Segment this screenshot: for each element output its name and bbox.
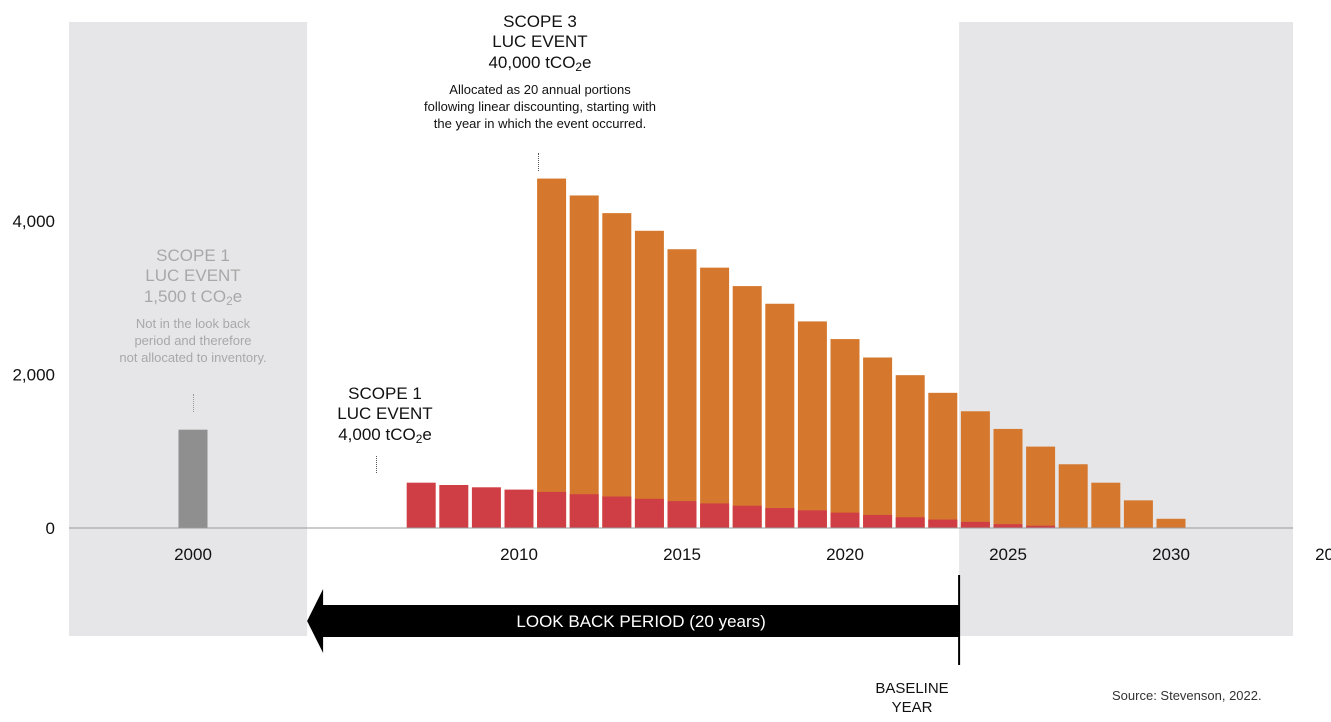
bars (178, 178, 1186, 528)
bar-scope3-2017 (732, 286, 762, 528)
bar-scope1-2009 (471, 487, 501, 528)
bar-scope1-2018 (765, 508, 795, 528)
bar-scope1-2007 (406, 482, 436, 528)
x-tick-label: 2010 (500, 545, 538, 564)
bar-scope1-2020 (830, 512, 860, 528)
bar-scope1-2016 (700, 503, 730, 528)
scope1-leader-line (376, 456, 377, 473)
bar-scope1-2025 (993, 524, 1023, 528)
bar-scope3-2022 (895, 375, 925, 528)
bar-scope1-2010 (504, 489, 534, 528)
shaded-period-1 (69, 22, 308, 636)
bar-scope1-old-2000 (178, 429, 208, 528)
scope3-subtitle: LUC EVENT (492, 32, 588, 52)
bar-scope1-2021 (863, 514, 893, 528)
x-tick-label: 2035 (1315, 545, 1331, 564)
x-tick-label: 2000 (174, 545, 212, 564)
bar-scope1-2008 (439, 484, 469, 528)
bar-scope3-2024 (960, 411, 990, 528)
bar-scope3-2029 (1123, 500, 1153, 528)
bar-scope1-2014 (634, 498, 664, 528)
bar-scope1-2026 (1026, 525, 1056, 528)
bar-scope3-2011 (537, 178, 567, 528)
scope1-annotation: SCOPE 1 LUC EVENT 4,000 tCO2e (315, 384, 455, 446)
scope1-old-subtitle: LUC EVENT (145, 266, 241, 286)
bar-scope1-2011 (537, 491, 567, 528)
x-tick-label: 2025 (989, 545, 1027, 564)
scope1-old-leader-line (193, 394, 194, 412)
shaded-period-2 (959, 22, 1293, 636)
scope1-old-note: Not in the look back period and therefore… (119, 316, 267, 365)
scope1-subtitle: LUC EVENT (337, 404, 433, 424)
bar-scope3-2015 (667, 249, 697, 528)
baseline-year-label: BASELINE YEAR (875, 680, 949, 716)
bar-scope3-2028 (1091, 482, 1121, 528)
lookback-label: LOOK BACK PERIOD (20 years) (516, 612, 765, 631)
x-tick-label: 2015 (663, 545, 701, 564)
bar-scope3-2019 (797, 321, 827, 528)
scope1-old-annotation: SCOPE 1 LUC EVENT 1,500 t CO2e Not in th… (103, 246, 283, 367)
source-note: Source: Stevenson, 2022. (1112, 688, 1262, 703)
bar-scope3-2014 (634, 230, 664, 528)
bar-scope1-2012 (569, 494, 599, 528)
scope3-note: Allocated as 20 annual portions following… (424, 82, 656, 131)
bar-scope3-2012 (569, 195, 599, 528)
scope1-amount: 4,000 tCO2e (338, 424, 432, 446)
bar-scope3-2016 (700, 267, 730, 528)
lookback-arrow: LOOK BACK PERIOD (20 years) (307, 575, 961, 665)
bar-scope1-2013 (602, 496, 632, 528)
shaded-periods (69, 22, 1293, 636)
bar-scope3-2020 (830, 339, 860, 528)
bar-scope1-2015 (667, 501, 697, 528)
bar-scope3-2026 (1026, 446, 1056, 528)
axes: 0 2,000 4,000 2000 2010 2015 2020 2025 2030 2035 (12, 212, 1331, 564)
scope3-amount: 40,000 tCO2e (488, 52, 592, 74)
bar-scope1-2024 (960, 521, 990, 528)
bar-scope3-2030 (1156, 518, 1186, 528)
bar-scope1-2022 (895, 517, 925, 528)
x-tick-label: 2030 (1152, 545, 1190, 564)
bar-scope3-2013 (602, 213, 632, 528)
scope1-title: SCOPE 1 (348, 384, 422, 403)
bar-scope3-2018 (765, 303, 795, 528)
bar-scope1-2023 (928, 519, 958, 528)
bar-scope3-2021 (863, 357, 893, 528)
bar-scope3-2025 (993, 428, 1023, 528)
scope3-title: SCOPE 3 (503, 12, 577, 31)
bar-scope3-2023 (928, 392, 958, 528)
scope1-old-title: SCOPE 1 (156, 246, 230, 265)
scope1-old-amount: 1,500 t CO2e (143, 286, 243, 308)
bar-scope3-2027 (1058, 464, 1088, 528)
bar-scope1-2017 (732, 505, 762, 528)
bar-scope1-2019 (797, 510, 827, 528)
scope3-annotation: SCOPE 3 LUC EVENT 40,000 tCO2e Allocated… (360, 12, 720, 133)
x-tick-label: 2020 (826, 545, 864, 564)
scope3-leader-line (538, 153, 539, 171)
lookback-arrow-shape (307, 589, 960, 653)
y-tick-label: 0 (46, 519, 55, 538)
y-tick-label: 2,000 (12, 365, 55, 384)
y-tick-label: 4,000 (12, 212, 55, 231)
